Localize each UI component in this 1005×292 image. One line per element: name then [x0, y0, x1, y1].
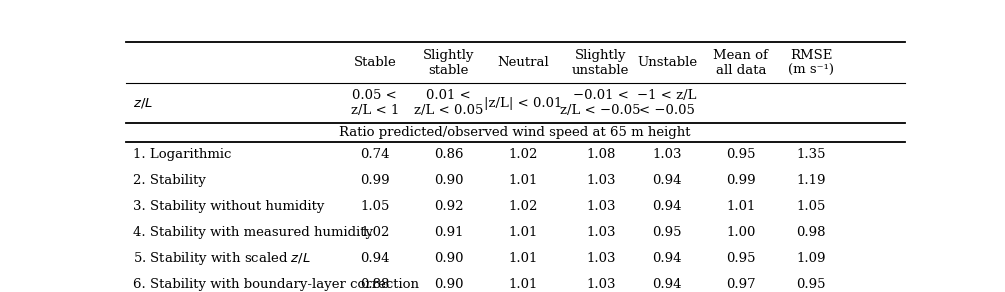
- Text: 1.35: 1.35: [796, 148, 826, 161]
- Text: 0.01 <
z/L < 0.05: 0.01 < z/L < 0.05: [414, 89, 483, 117]
- Text: 5. Stability with scaled $z/L$: 5. Stability with scaled $z/L$: [134, 250, 312, 267]
- Text: $z/L$: $z/L$: [134, 96, 154, 110]
- Text: 0.94: 0.94: [652, 278, 681, 291]
- Text: 1.03: 1.03: [586, 174, 615, 187]
- Text: 1. Logarithmic: 1. Logarithmic: [134, 148, 232, 161]
- Text: Ratio predicted/observed wind speed at 65 m height: Ratio predicted/observed wind speed at 6…: [340, 126, 690, 139]
- Text: 0.90: 0.90: [434, 174, 463, 187]
- Text: Stable: Stable: [354, 56, 396, 69]
- Text: 1.05: 1.05: [360, 200, 390, 213]
- Text: 0.92: 0.92: [434, 200, 463, 213]
- Text: 1.02: 1.02: [509, 200, 538, 213]
- Text: Unstable: Unstable: [637, 56, 697, 69]
- Text: 0.86: 0.86: [434, 148, 463, 161]
- Text: −1 < z/L
< −0.05: −1 < z/L < −0.05: [637, 89, 696, 117]
- Text: 1.05: 1.05: [796, 200, 826, 213]
- Text: 0.95: 0.95: [727, 252, 756, 265]
- Text: 1.02: 1.02: [360, 226, 390, 239]
- Text: 0.95: 0.95: [727, 148, 756, 161]
- Text: 1.03: 1.03: [586, 252, 615, 265]
- Text: 1.09: 1.09: [796, 252, 826, 265]
- Text: 0.90: 0.90: [434, 252, 463, 265]
- Text: 0.98: 0.98: [796, 226, 826, 239]
- Text: 0.88: 0.88: [360, 278, 390, 291]
- Text: 1.01: 1.01: [727, 200, 756, 213]
- Text: 1.03: 1.03: [586, 226, 615, 239]
- Text: 0.95: 0.95: [652, 226, 681, 239]
- Text: 0.97: 0.97: [727, 278, 756, 291]
- Text: 0.94: 0.94: [652, 174, 681, 187]
- Text: 0.94: 0.94: [652, 252, 681, 265]
- Text: 3. Stability without humidity: 3. Stability without humidity: [134, 200, 325, 213]
- Text: 0.95: 0.95: [796, 278, 826, 291]
- Text: 1.01: 1.01: [509, 226, 538, 239]
- Text: 0.05 <
z/L < 1: 0.05 < z/L < 1: [351, 89, 399, 117]
- Text: 1.02: 1.02: [509, 148, 538, 161]
- Text: 0.74: 0.74: [360, 148, 390, 161]
- Text: 0.90: 0.90: [434, 278, 463, 291]
- Text: 0.99: 0.99: [360, 174, 390, 187]
- Text: RMSE
(m s⁻¹): RMSE (m s⁻¹): [788, 48, 834, 77]
- Text: Slightly
unstable: Slightly unstable: [572, 48, 629, 77]
- Text: −0.01 <
z/L < −0.05: −0.01 < z/L < −0.05: [561, 89, 641, 117]
- Text: 1.03: 1.03: [586, 278, 615, 291]
- Text: 4. Stability with measured humidity: 4. Stability with measured humidity: [134, 226, 374, 239]
- Text: 1.08: 1.08: [586, 148, 615, 161]
- Text: 0.99: 0.99: [727, 174, 756, 187]
- Text: 1.01: 1.01: [509, 174, 538, 187]
- Text: 0.94: 0.94: [360, 252, 390, 265]
- Text: 1.03: 1.03: [652, 148, 681, 161]
- Text: 1.00: 1.00: [727, 226, 756, 239]
- Text: 1.01: 1.01: [509, 252, 538, 265]
- Text: 2. Stability: 2. Stability: [134, 174, 206, 187]
- Text: 0.91: 0.91: [434, 226, 463, 239]
- Text: 1.01: 1.01: [509, 278, 538, 291]
- Text: Neutral: Neutral: [497, 56, 549, 69]
- Text: |z/L| < 0.01: |z/L| < 0.01: [483, 97, 562, 110]
- Text: Slightly
stable: Slightly stable: [423, 48, 474, 77]
- Text: 1.19: 1.19: [796, 174, 826, 187]
- Text: Mean of
all data: Mean of all data: [714, 48, 769, 77]
- Text: 1.03: 1.03: [586, 200, 615, 213]
- Text: 6. Stability with boundary-layer correction: 6. Stability with boundary-layer correct…: [134, 278, 419, 291]
- Text: 0.94: 0.94: [652, 200, 681, 213]
